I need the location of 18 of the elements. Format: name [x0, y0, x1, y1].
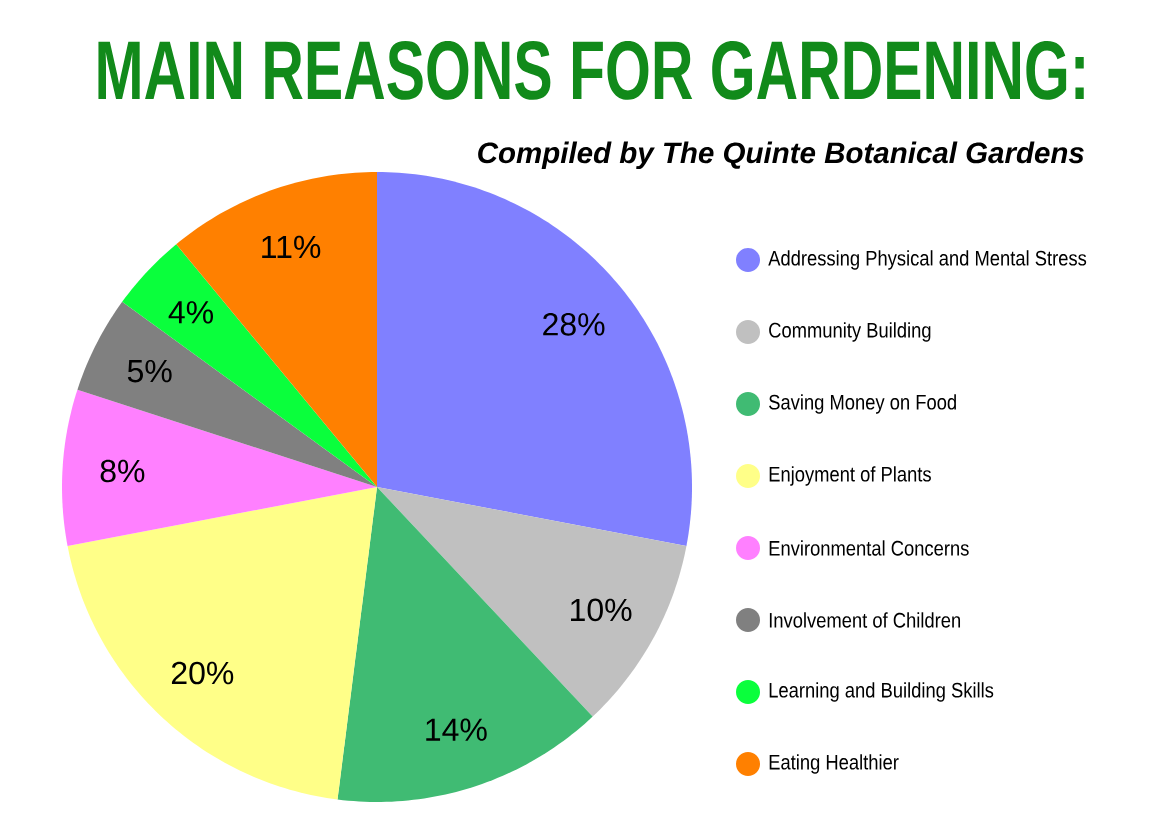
- legend-label: Community Building: [769, 322, 931, 342]
- data-label: 8%: [100, 459, 145, 483]
- chart-title: MAIN REASONS FOR GARDENING:: [98, 40, 1084, 100]
- data-label: 5%: [127, 359, 172, 383]
- legend-label: Learning and Building Skills: [769, 682, 994, 702]
- legend-label: Eating Healthier: [769, 754, 899, 774]
- data-label: 14%: [426, 718, 487, 741]
- data-label: 11%: [262, 235, 321, 259]
- legend-label: Enjoyment of Plants: [769, 466, 931, 486]
- data-label: 4%: [168, 301, 213, 324]
- chart-subtitle: Compiled by The Quinte Botanical Gardens: [478, 141, 1084, 170]
- data-label: 10%: [571, 598, 632, 622]
- legend-label: Addressing Physical and Mental Stress: [768, 250, 1087, 270]
- data-label: 20%: [171, 661, 234, 685]
- legend-label: Involvement of Children: [769, 612, 961, 628]
- data-label: 28%: [543, 313, 605, 336]
- legend-label: Environmental Concerns: [769, 540, 969, 556]
- legend-label: Saving Money on Food: [769, 394, 956, 414]
